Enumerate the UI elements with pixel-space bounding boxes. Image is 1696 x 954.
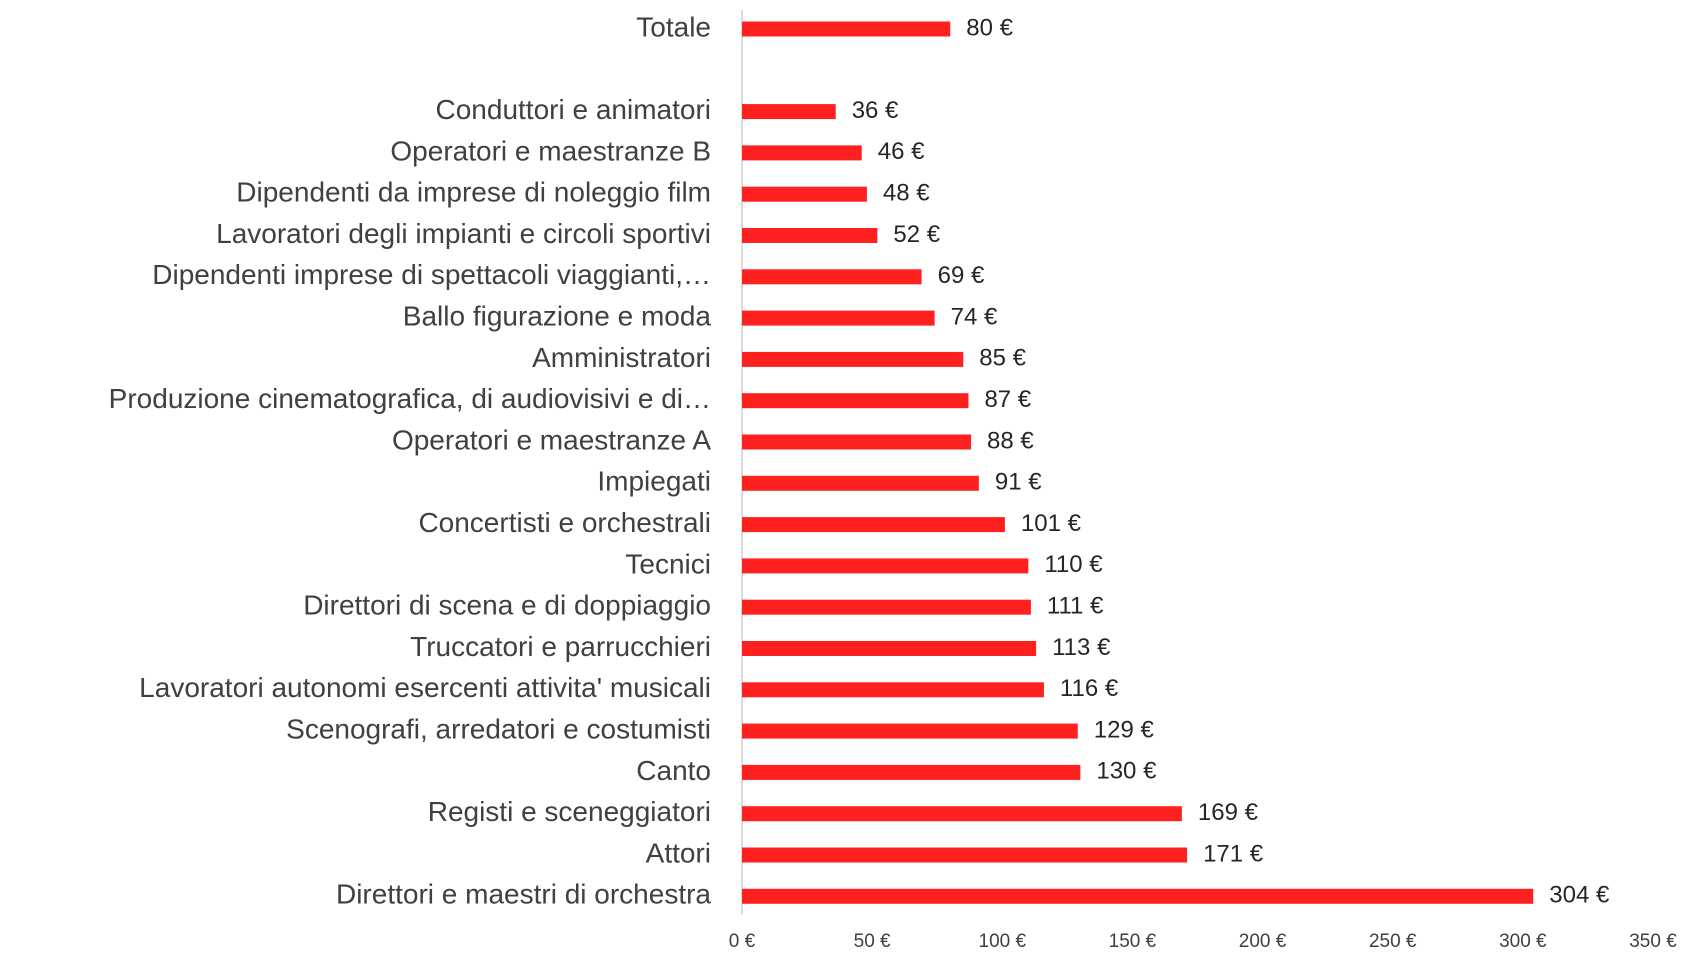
y-tick-label: Produzione cinematografica, di audiovisi… <box>109 383 711 414</box>
bar <box>742 888 1534 904</box>
y-tick-label: Direttori di scena e di doppiaggio <box>303 590 711 621</box>
data-label: 111 € <box>1047 593 1104 620</box>
bar <box>742 351 964 367</box>
bar <box>742 682 1044 698</box>
data-label: 101 € <box>1021 510 1082 537</box>
x-tick-label: 300 € <box>1499 931 1547 952</box>
x-tick-label: 200 € <box>1239 931 1287 952</box>
x-tick-label: 100 € <box>979 931 1027 952</box>
y-tick-label: Dipendenti da imprese di noleggio film <box>236 177 711 208</box>
bar <box>742 723 1078 739</box>
y-tick-label: Amministratori <box>532 342 711 373</box>
bar <box>742 475 979 491</box>
bar <box>742 764 1081 780</box>
data-label: 110 € <box>1044 551 1103 578</box>
bar <box>742 393 969 409</box>
x-tick-label: 350 € <box>1629 931 1677 952</box>
y-tick-label: Lavoratori autonomi esercenti attivita' … <box>139 672 711 703</box>
y-tick-label: Totale <box>636 11 711 42</box>
x-tick-label: 150 € <box>1109 931 1157 952</box>
data-label: 171 € <box>1203 840 1264 867</box>
data-label: 69 € <box>938 262 985 289</box>
data-label: 304 € <box>1549 882 1610 909</box>
bar <box>742 310 935 326</box>
bar <box>742 228 878 243</box>
y-tick-label: Lavoratori degli impianti e circoli spor… <box>216 218 711 249</box>
bar <box>742 434 972 450</box>
x-tick-label: 250 € <box>1369 931 1417 952</box>
bar <box>742 641 1037 656</box>
data-label: 113 € <box>1052 634 1111 661</box>
data-label: 46 € <box>878 138 925 165</box>
data-label: 36 € <box>852 97 899 124</box>
y-tick-label: Truccatori e parrucchieri <box>410 631 711 662</box>
data-label: 91 € <box>995 469 1042 496</box>
x-tick-label: 50 € <box>854 931 891 952</box>
y-tick-label: Concertisti e orchestrali <box>418 507 711 538</box>
data-label: 85 € <box>979 345 1026 372</box>
data-label: 130 € <box>1096 758 1157 785</box>
y-tick-label: Dipendenti imprese di spettacoli viaggia… <box>152 259 711 290</box>
data-label: 88 € <box>987 427 1034 454</box>
bar <box>742 145 862 161</box>
bar <box>742 847 1188 863</box>
y-tick-label: Scenografi, arredatori e costumisti <box>286 713 711 744</box>
bar <box>742 104 836 120</box>
bar <box>742 186 867 202</box>
y-tick-label: Impiegati <box>597 466 711 497</box>
data-label: 169 € <box>1198 799 1259 826</box>
data-label: 74 € <box>951 303 998 330</box>
y-tick-label: Ballo figurazione e moda <box>403 300 712 331</box>
bar <box>742 558 1029 574</box>
bar <box>742 21 951 37</box>
bar <box>742 517 1005 533</box>
x-tick-label: 0 € <box>729 931 756 952</box>
bar <box>742 599 1031 615</box>
y-tick-label: Direttori e maestri di orchestra <box>336 879 711 910</box>
y-tick-label: Registi e sceneggiatori <box>428 796 711 827</box>
y-tick-label: Operatori e maestranze A <box>392 424 711 455</box>
data-label: 116 € <box>1060 675 1119 702</box>
y-tick-label: Canto <box>636 755 711 786</box>
bar <box>742 269 922 285</box>
data-label: 48 € <box>883 180 930 207</box>
data-label: 52 € <box>893 221 940 248</box>
data-label: 80 € <box>966 14 1013 41</box>
y-tick-label: Operatori e maestranze B <box>390 135 711 166</box>
data-label: 87 € <box>984 386 1031 413</box>
bar <box>742 806 1182 822</box>
y-tick-label: Attori <box>646 837 711 868</box>
y-tick-label: Tecnici <box>625 548 711 579</box>
data-label: 129 € <box>1094 716 1155 743</box>
y-tick-label: Conduttori e animatori <box>436 94 711 125</box>
